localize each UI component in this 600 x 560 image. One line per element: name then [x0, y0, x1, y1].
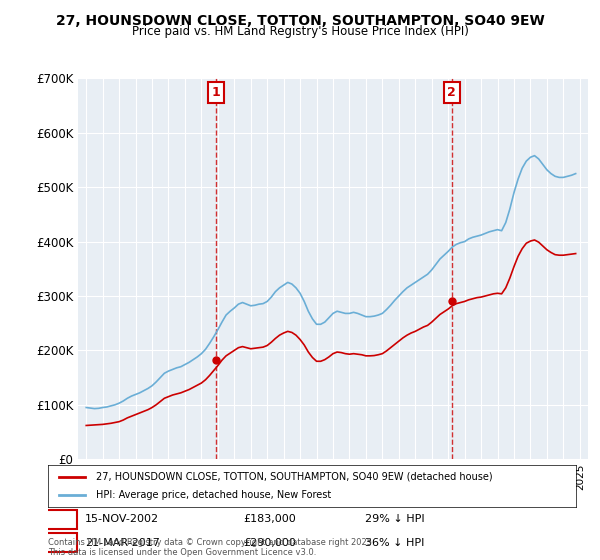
- Text: 1: 1: [211, 86, 220, 99]
- Text: 2: 2: [448, 86, 456, 99]
- FancyBboxPatch shape: [43, 534, 77, 553]
- Text: 1: 1: [56, 514, 64, 524]
- Text: 2: 2: [56, 538, 64, 548]
- Text: £183,000: £183,000: [244, 514, 296, 524]
- FancyBboxPatch shape: [43, 510, 77, 529]
- Text: 27, HOUNSDOWN CLOSE, TOTTON, SOUTHAMPTON, SO40 9EW: 27, HOUNSDOWN CLOSE, TOTTON, SOUTHAMPTON…: [56, 14, 544, 28]
- Text: 15-NOV-2002: 15-NOV-2002: [85, 514, 159, 524]
- Text: £290,000: £290,000: [244, 538, 296, 548]
- Text: 27, HOUNSDOWN CLOSE, TOTTON, SOUTHAMPTON, SO40 9EW (detached house): 27, HOUNSDOWN CLOSE, TOTTON, SOUTHAMPTON…: [95, 472, 492, 482]
- Text: HPI: Average price, detached house, New Forest: HPI: Average price, detached house, New …: [95, 490, 331, 500]
- Text: Price paid vs. HM Land Registry's House Price Index (HPI): Price paid vs. HM Land Registry's House …: [131, 25, 469, 38]
- Text: 29% ↓ HPI: 29% ↓ HPI: [365, 514, 424, 524]
- Text: 21-MAR-2017: 21-MAR-2017: [85, 538, 160, 548]
- Text: 36% ↓ HPI: 36% ↓ HPI: [365, 538, 424, 548]
- Text: Contains HM Land Registry data © Crown copyright and database right 2025.
This d: Contains HM Land Registry data © Crown c…: [48, 538, 374, 557]
